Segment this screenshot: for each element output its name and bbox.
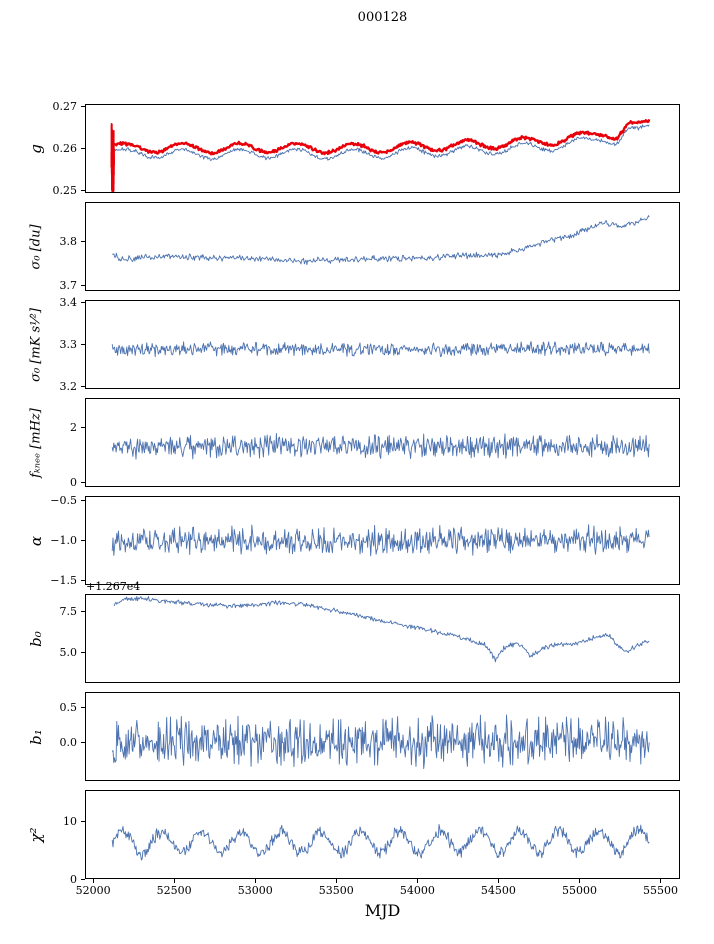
y-tick-label: 0 bbox=[70, 872, 77, 886]
subplot-fknee: 0 2 fₖₙₑₑ [mHz] bbox=[0, 398, 714, 490]
series-alpha-series bbox=[111, 524, 650, 557]
x-tick-mark bbox=[416, 879, 418, 883]
y-tick-mark bbox=[81, 302, 85, 304]
x-tick-label: 53500 bbox=[318, 884, 354, 897]
x-tick-label: 54500 bbox=[480, 884, 516, 897]
subplot-b0-plot-area bbox=[85, 594, 680, 683]
y-tick-label: −1.0 bbox=[50, 534, 77, 547]
y-tick-mark bbox=[81, 482, 85, 484]
y-tick-mark bbox=[81, 148, 85, 149]
y-axis-label-sigma0-mk: σ₀ [mK s¹⁄²] bbox=[28, 307, 44, 382]
y-tick-mark bbox=[81, 426, 85, 428]
subplot-g-plot-area bbox=[85, 104, 680, 193]
y-tick-mark bbox=[81, 706, 85, 708]
y-tick-label: 3.7 bbox=[59, 279, 78, 293]
y-tick-label: 3.3 bbox=[59, 338, 78, 351]
y-tick-mark bbox=[81, 540, 85, 541]
y-axis-label-alpha: α bbox=[27, 535, 45, 546]
subplot-alpha-plot-area bbox=[85, 496, 680, 585]
y-axis-offset-text: +1.267e4 bbox=[86, 580, 141, 593]
y-tick-mark bbox=[81, 385, 85, 387]
series-chi2-series bbox=[111, 824, 650, 861]
series-fknee-series bbox=[111, 432, 650, 460]
figure-title: 000128 bbox=[357, 10, 408, 25]
series-sigma0-mk-series bbox=[111, 341, 650, 358]
y-tick-label: 0 bbox=[70, 476, 77, 490]
y-tick-mark bbox=[81, 500, 85, 502]
x-tick-mark bbox=[92, 879, 94, 883]
x-tick-mark bbox=[497, 879, 499, 883]
x-tick-mark bbox=[173, 879, 175, 883]
y-tick-label: −1.5 bbox=[50, 573, 77, 587]
x-tick-label: 52000 bbox=[75, 884, 111, 897]
y-tick-mark bbox=[81, 741, 85, 743]
y-tick-label: 5.0 bbox=[59, 645, 78, 659]
y-axis-label-sigma0-du: σ₀ [du] bbox=[28, 223, 44, 270]
x-tick-label: 55500 bbox=[643, 884, 679, 897]
y-tick-label: 2 bbox=[70, 420, 77, 434]
subplot-chi2: 0 10 χ² bbox=[0, 790, 714, 886]
subplot-b1-plot-area bbox=[85, 692, 680, 781]
y-tick-label: 0.5 bbox=[59, 700, 78, 714]
series-g-smooth bbox=[111, 119, 651, 156]
y-tick-mark bbox=[81, 285, 85, 287]
x-tick-label: 52500 bbox=[156, 884, 192, 897]
x-tick-mark bbox=[254, 879, 256, 883]
y-tick-label: 0.26 bbox=[52, 142, 78, 155]
y-tick-mark bbox=[81, 189, 85, 191]
subplot-b1: 0.0 0.5 b₁ bbox=[0, 692, 714, 781]
subplot-sigma0-mk: 3.2 3.3 3.4 σ₀ [mK s¹⁄²] bbox=[0, 296, 714, 393]
y-axis-label-fknee: fₖₙₑₑ [mHz] bbox=[28, 407, 44, 478]
y-tick-mark bbox=[81, 878, 85, 880]
subplot-g: 0.25 0.26 0.27 g bbox=[0, 100, 714, 197]
subplot-sigma0-mk-plot-area bbox=[85, 300, 680, 389]
y-tick-label: 0.0 bbox=[59, 735, 78, 749]
x-axis-label: MJD bbox=[364, 901, 401, 920]
y-axis-label-chi2: χ² bbox=[27, 826, 45, 843]
x-tick-label: 54000 bbox=[399, 884, 435, 897]
x-axis: 52000 52500 53000 53500 54000 54500 55000 55500 bbox=[0, 879, 714, 903]
y-tick-mark bbox=[81, 344, 85, 345]
series-b1-series bbox=[111, 714, 650, 770]
y-tick-label: 0.27 bbox=[52, 100, 78, 114]
subplot-alpha: −1.5 −1.0 −0.5 α bbox=[0, 494, 714, 587]
x-tick-mark bbox=[335, 879, 337, 883]
y-axis-label-g: g bbox=[27, 143, 45, 154]
series-g-start-transient bbox=[110, 122, 115, 193]
y-tick-mark bbox=[81, 611, 85, 613]
series-b0-series bbox=[113, 596, 650, 663]
y-axis-label-b1: b₁ bbox=[27, 728, 45, 745]
y-tick-label: 7.5 bbox=[59, 605, 78, 619]
y-tick-label: 3.8 bbox=[59, 234, 78, 248]
y-axis-label-b0: b₀ bbox=[27, 630, 45, 647]
x-tick-label: 53000 bbox=[237, 884, 273, 897]
y-tick-mark bbox=[81, 106, 85, 108]
y-tick-label: 0.25 bbox=[52, 183, 78, 197]
subplot-sigma0-du-plot-area bbox=[85, 202, 680, 291]
y-tick-label: 3.4 bbox=[59, 296, 78, 310]
y-tick-mark bbox=[81, 821, 85, 823]
subplot-fknee-plot-area bbox=[85, 398, 680, 487]
subplot-sigma0-du: 3.7 3.8 σ₀ [du] bbox=[0, 202, 714, 293]
y-tick-label: 3.2 bbox=[59, 379, 78, 393]
series-sigma0-du-series bbox=[112, 215, 650, 266]
x-tick-mark bbox=[660, 879, 662, 883]
subplot-chi2-plot-area bbox=[85, 790, 680, 879]
y-tick-label: 10 bbox=[63, 815, 77, 829]
y-tick-mark bbox=[81, 240, 85, 242]
y-tick-mark bbox=[81, 579, 85, 581]
subplot-b0: 5.0 7.5 b₀ +1.267e4 bbox=[0, 580, 714, 683]
y-tick-mark bbox=[81, 651, 85, 653]
y-tick-label: −0.5 bbox=[50, 494, 77, 508]
series-g-fit bbox=[111, 124, 650, 161]
x-tick-mark bbox=[578, 879, 580, 883]
x-tick-label: 55000 bbox=[561, 884, 597, 897]
